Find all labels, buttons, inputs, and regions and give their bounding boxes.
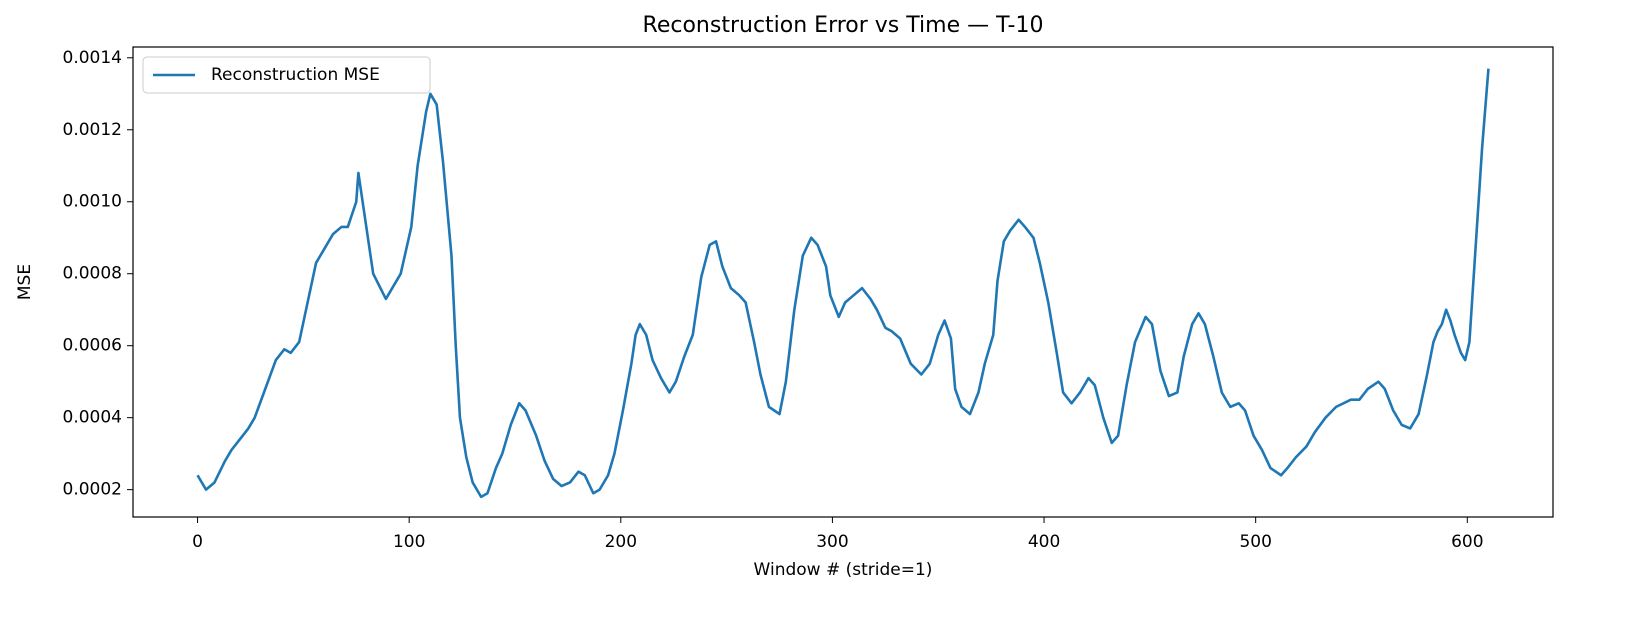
x-tick-label: 400 xyxy=(1028,532,1060,552)
x-tick-label: 100 xyxy=(393,532,425,552)
y-tick-label: 0.0014 xyxy=(63,48,122,68)
x-tick-label: 0 xyxy=(192,532,203,552)
x-tick-label: 500 xyxy=(1239,532,1271,552)
y-tick-label: 0.0008 xyxy=(63,264,122,284)
x-axis-label: Window # (stride=1) xyxy=(754,560,933,580)
axes-frame xyxy=(132,46,1554,518)
legend-box xyxy=(142,56,431,94)
legend-label: Reconstruction MSE xyxy=(211,65,380,85)
data-line xyxy=(196,68,1490,499)
y-axis-label: MSE xyxy=(15,264,35,300)
y-tick-label: 0.0010 xyxy=(63,192,122,212)
y-tick-label: 0.0012 xyxy=(63,120,122,140)
x-tick-label: 300 xyxy=(816,532,848,552)
y-tick-label: 0.0002 xyxy=(63,480,122,500)
x-tick-label: 600 xyxy=(1451,532,1483,552)
chart-title: Reconstruction Error vs Time — T-10 xyxy=(643,13,1044,38)
y-tick-label: 0.0004 xyxy=(63,408,122,428)
y-tick-label: 0.0006 xyxy=(63,336,122,356)
x-tick-label: 200 xyxy=(605,532,637,552)
